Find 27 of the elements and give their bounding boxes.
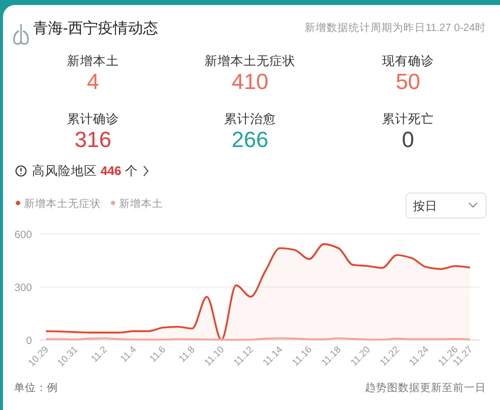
text: 青海-西宁疫情动态: [33, 20, 158, 37]
text: 50: [396, 69, 420, 94]
text: 410: [232, 69, 268, 94]
x-tick-label: 11.4: [118, 344, 139, 365]
x-tick-label: 11.6: [148, 344, 168, 365]
text: 266: [232, 127, 268, 152]
text: 累计死亡: [382, 111, 434, 126]
y-tick-label: 300: [14, 282, 32, 294]
text: 累计确诊: [67, 112, 119, 126]
text: 高风险地区 446 个: [32, 163, 138, 178]
text: 316: [74, 127, 112, 152]
legend-label: 新增本土无症状: [24, 197, 101, 210]
text: 新增本土: [67, 54, 119, 68]
y-tick-label: 0: [26, 335, 32, 347]
x-tick-label: 11.2: [89, 344, 110, 365]
text: 单位：例: [14, 381, 58, 394]
text: 累计治愈: [224, 112, 276, 126]
text: 4: [86, 69, 100, 94]
text: 新增本土无症状: [204, 54, 296, 68]
dropdown: 按日: [406, 192, 486, 218]
text: 新增数据统计周期为昨日11.27 0-24时: [304, 21, 486, 34]
text: 现有确诊: [382, 54, 434, 68]
text: 0: [402, 127, 414, 152]
y-tick-label: 600: [14, 229, 32, 241]
x-tick-label: 11.8: [176, 344, 198, 365]
legend-label: 新增本土: [119, 197, 163, 210]
text: 趋势图数据更新至前一日: [365, 381, 486, 394]
